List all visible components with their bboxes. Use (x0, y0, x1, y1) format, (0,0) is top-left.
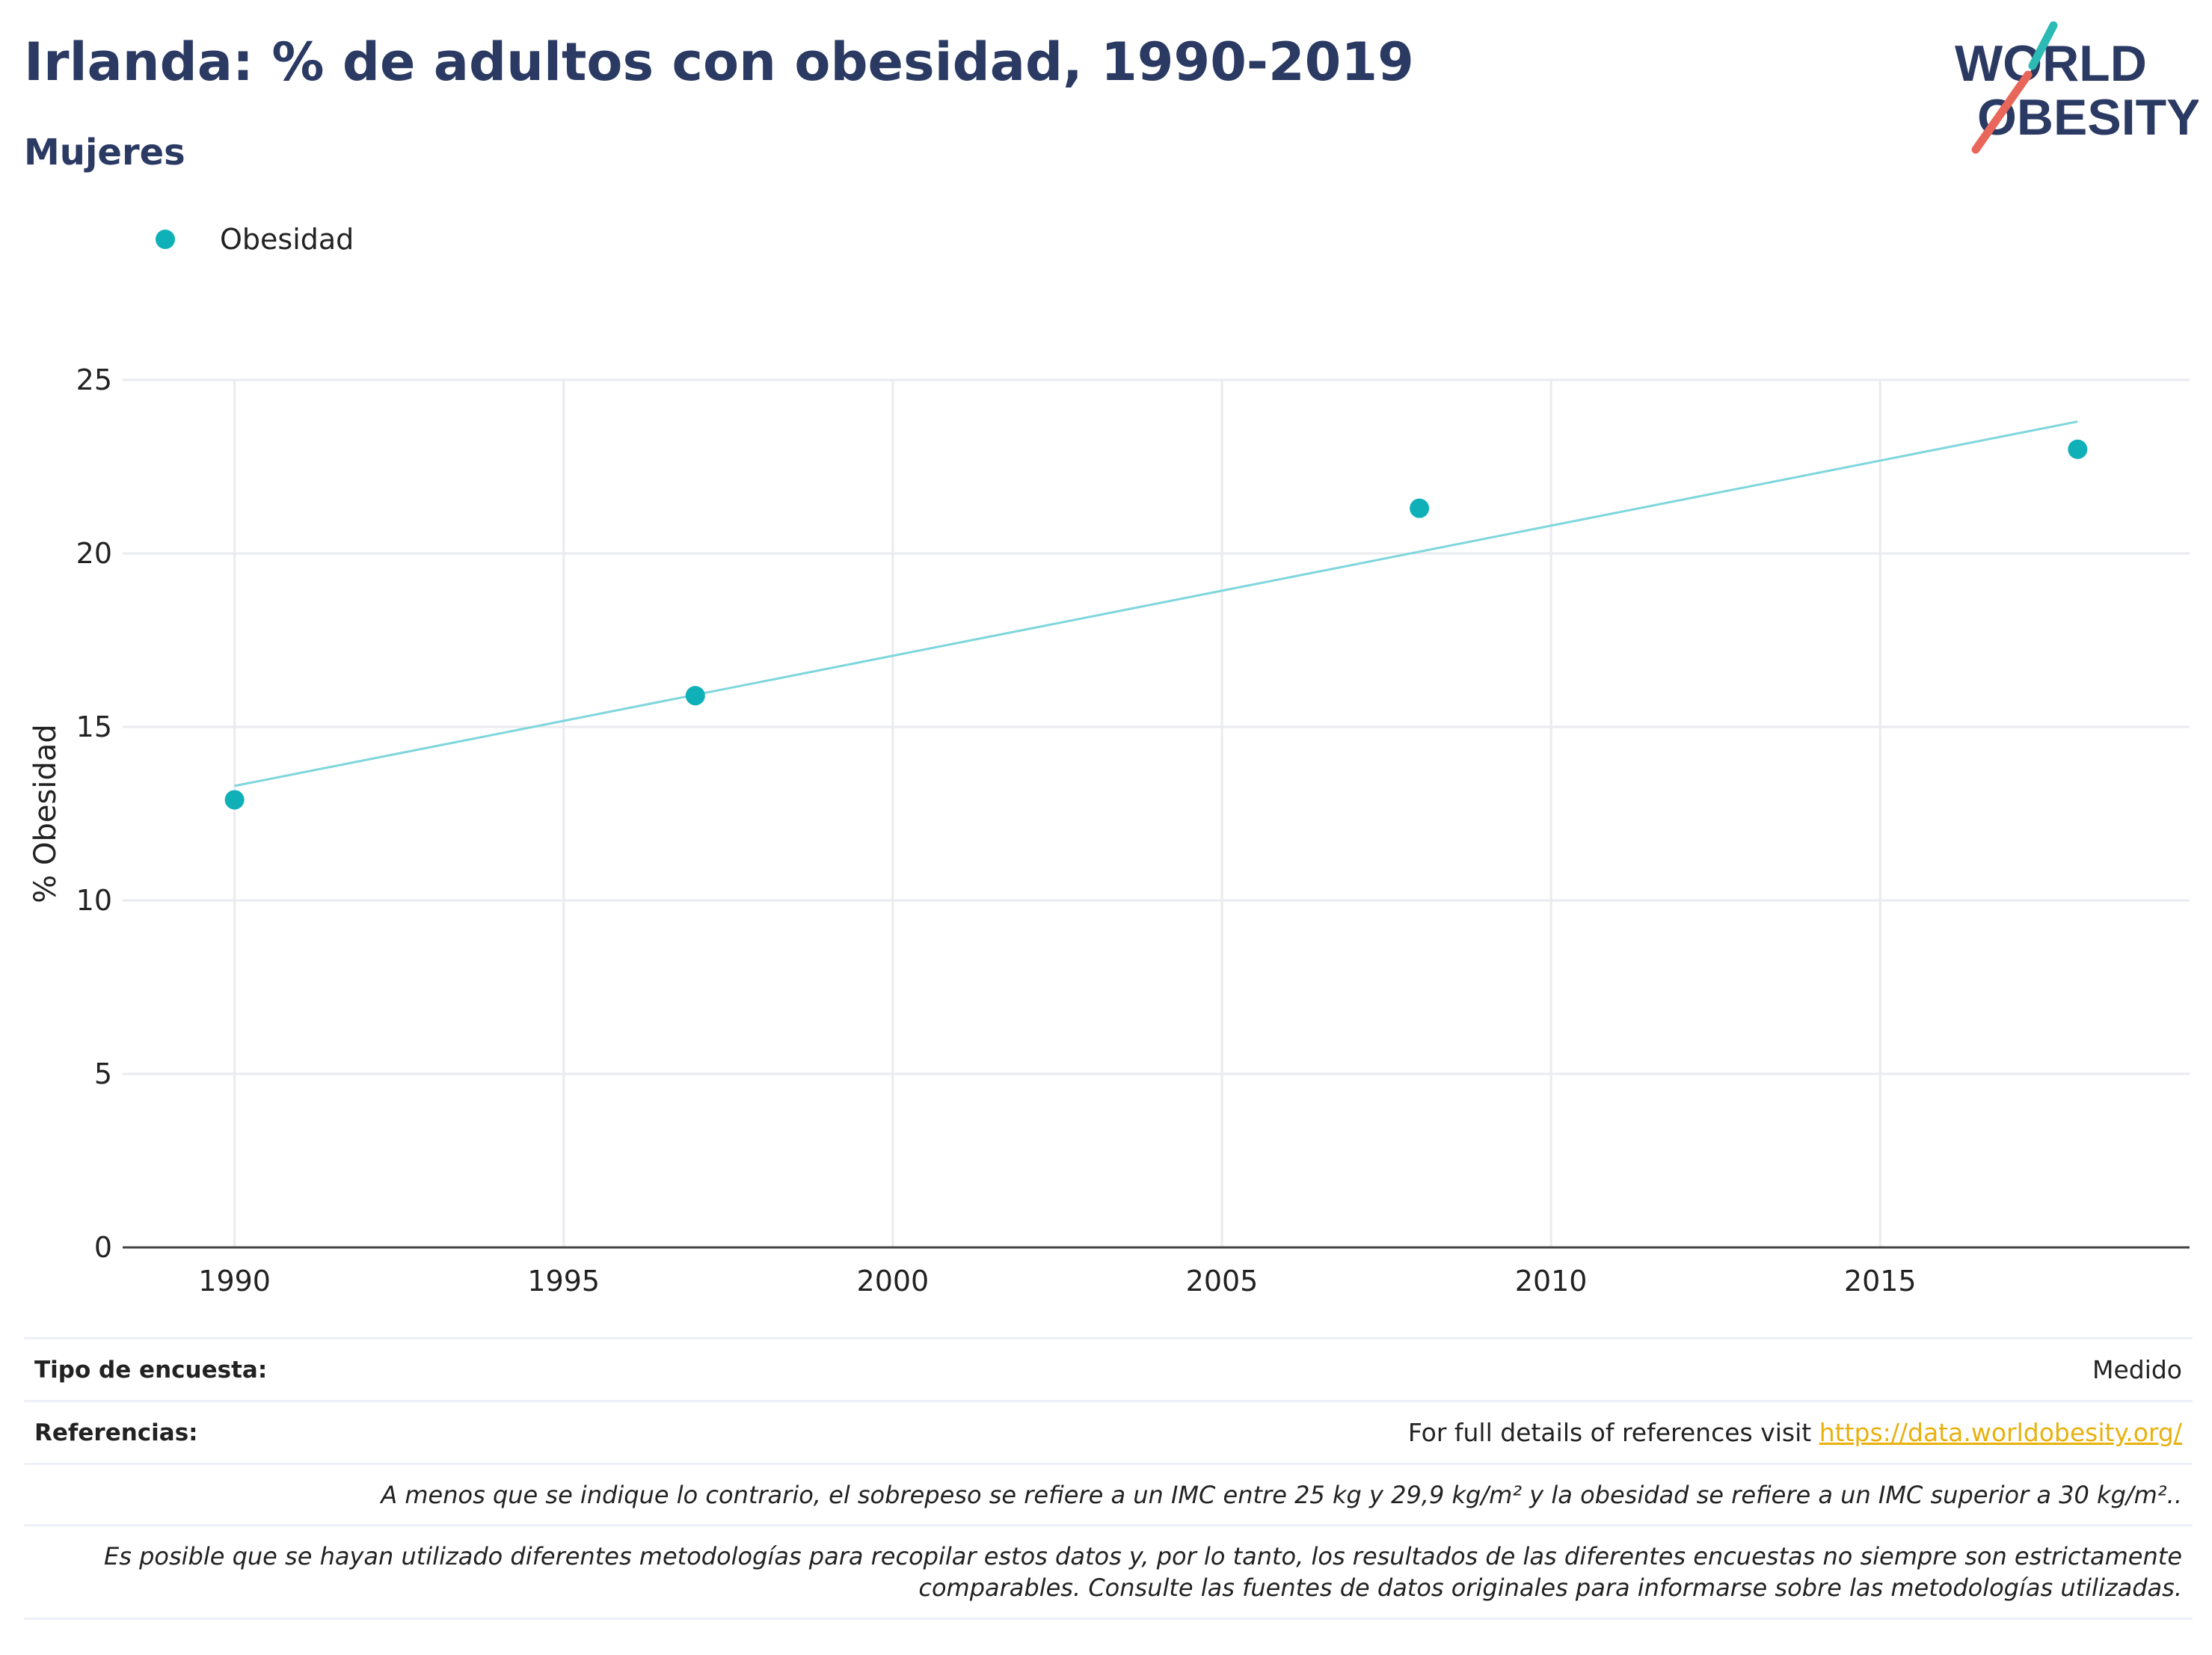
footer-row-survey-type: Tipo de encuesta: Medido (24, 1337, 2193, 1400)
legend-label-obesidad: Obesidad (220, 223, 354, 256)
y-tick-label: 0 (94, 1231, 112, 1264)
methods-note: Es posible que se hayan utilizado difere… (104, 1542, 2182, 1602)
survey-type-label: Tipo de encuesta: (34, 1356, 268, 1384)
footer-row-references: Referencias: For full details of referen… (24, 1400, 2193, 1463)
footer-table: Tipo de encuesta: Medido Referencias: Fo… (24, 1337, 2193, 1620)
y-axis-title: % Obesidad (28, 724, 63, 903)
logo-teal-slash (2028, 21, 2058, 70)
x-tick-label: 1990 (198, 1265, 271, 1298)
x-tick-label: 2015 (1844, 1265, 1917, 1298)
legend-marker-icon (156, 230, 175, 249)
data-point (2068, 439, 2088, 459)
trend-line (234, 420, 2078, 787)
logo-line1: WORLD (1955, 35, 2147, 92)
y-tick-label: 25 (76, 363, 112, 396)
references-value: For full details of references visit htt… (1408, 1418, 2182, 1447)
references-link[interactable]: https://data.worldobesity.org/ (1819, 1418, 2182, 1447)
y-tick-label: 10 (76, 884, 112, 917)
footer-row-note-methods: Es posible que se hayan utilizado difere… (24, 1524, 2193, 1620)
y-tick-label: 5 (94, 1057, 112, 1090)
chart-title: Irlanda: % de adultos con obesidad, 1990… (24, 31, 1414, 93)
x-tick-label: 1995 (527, 1265, 600, 1298)
x-tick-label: 2005 (1186, 1265, 1259, 1298)
legend[interactable]: Obesidad (156, 223, 354, 256)
world-obesity-logo: WORLD OBESITY (1955, 21, 2199, 154)
x-tick-label: 2010 (1515, 1265, 1588, 1298)
y-tick-label: 15 (76, 710, 112, 743)
footer-row-note-bmi: A menos que se indique lo contrario, el … (24, 1463, 2193, 1524)
scatter-chart: 0 5 10 15 20 25 1990 1995 2000 2005 2010 2015 % Obes… (28, 363, 2190, 1298)
x-tick-label: 2000 (857, 1265, 930, 1298)
y-tick-label: 20 (76, 537, 112, 570)
references-label: Referencias: (34, 1419, 198, 1446)
chart-subtitle: Mujeres (24, 132, 185, 174)
data-point (224, 790, 245, 810)
survey-type-value: Medido (2092, 1355, 2182, 1384)
references-text: For full details of references visit (1407, 1418, 1819, 1447)
bmi-note: A menos que se indique lo contrario, el … (381, 1480, 2182, 1509)
logo-red-slash (1971, 70, 2033, 154)
data-point (1410, 498, 1430, 518)
data-point (685, 686, 705, 706)
